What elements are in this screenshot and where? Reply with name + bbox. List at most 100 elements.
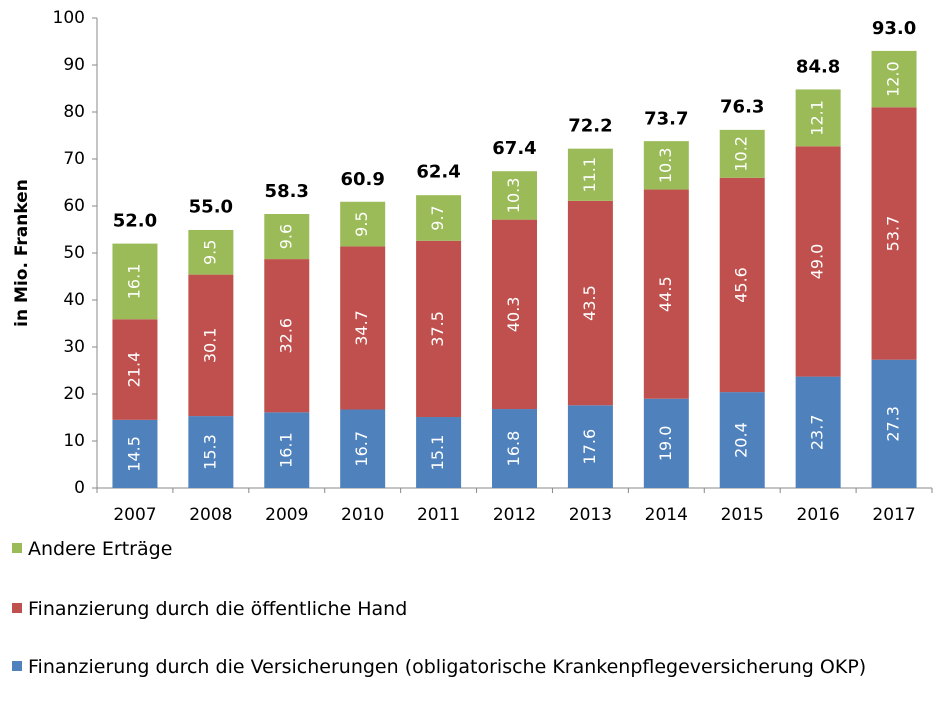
segment-label: 16.1 xyxy=(124,264,143,300)
total-label: 62.4 xyxy=(416,162,460,183)
bar-segment xyxy=(719,177,765,393)
legend-label: Finanzierung durch die öffentliche Hand xyxy=(28,598,408,620)
total-label: 58.3 xyxy=(265,181,309,202)
y-tick-label: 40 xyxy=(63,290,85,310)
legend-label: Andere Erträge xyxy=(28,538,173,560)
bar-segment xyxy=(188,229,234,275)
bar-segment xyxy=(643,141,689,190)
bar-segment xyxy=(795,146,841,377)
bar-segment xyxy=(567,200,613,406)
segment-label: 9.5 xyxy=(352,211,371,236)
y-tick-label: 20 xyxy=(63,384,85,404)
bar-segment xyxy=(719,392,765,488)
bar-segment xyxy=(112,319,158,420)
bar-segment xyxy=(643,189,689,399)
y-tick-label: 100 xyxy=(53,8,85,28)
bar-segment xyxy=(416,417,462,488)
legend-label: Finanzierung durch die Versicherungen (o… xyxy=(28,656,867,678)
legend-swatch xyxy=(12,661,22,671)
y-tick-label: 70 xyxy=(63,149,85,169)
bar-segment xyxy=(643,398,689,488)
segment-label: 12.1 xyxy=(808,100,827,136)
x-tick-label: 2009 xyxy=(265,505,308,525)
segment-label: 11.1 xyxy=(580,157,599,193)
bar-segment xyxy=(567,148,613,201)
total-label: 52.0 xyxy=(113,211,157,232)
chart: in Mio. Franken 0 10 20 30 40 50 60 70 80 90 100 20… xyxy=(12,8,933,525)
segment-label: 40.3 xyxy=(504,297,523,333)
segment-label: 20.4 xyxy=(732,422,751,458)
segment-label: 23.7 xyxy=(808,414,827,450)
segment-label: 16.7 xyxy=(352,431,371,467)
bar-segment xyxy=(871,50,917,108)
segment-label: 32.6 xyxy=(276,318,295,354)
bar-segment xyxy=(492,171,537,220)
x-tick-label: 2013 xyxy=(569,505,612,525)
bar-segment xyxy=(416,240,462,418)
bar-segment xyxy=(795,376,841,488)
segment-label: 21.4 xyxy=(124,352,143,388)
segment-label: 16.1 xyxy=(276,432,295,468)
total-label: 84.8 xyxy=(796,56,840,77)
legend-swatch xyxy=(12,543,22,553)
segment-label: 30.1 xyxy=(200,328,219,364)
bar-segment xyxy=(871,359,917,488)
legend-item: Finanzierung durch die Versicherungen (o… xyxy=(12,656,932,679)
bar-segment xyxy=(188,416,234,488)
x-tick-label: 2008 xyxy=(189,505,232,525)
bar-segment xyxy=(264,259,310,413)
segment-label: 15.1 xyxy=(428,435,447,471)
x-tick-label: 2015 xyxy=(721,505,764,525)
x-tick-label: 2016 xyxy=(797,505,840,525)
bar-segment xyxy=(492,409,537,488)
segment-label: 19.0 xyxy=(656,426,675,462)
bar-segment xyxy=(264,412,310,488)
bar-segment xyxy=(795,89,841,147)
segment-label: 9.6 xyxy=(276,224,295,249)
total-label: 67.4 xyxy=(492,138,536,159)
bar-segment xyxy=(492,219,537,410)
bar-segment xyxy=(871,107,917,360)
bar-segment xyxy=(416,195,462,241)
y-axis-label: in Mio. Franken xyxy=(12,179,32,327)
segment-label: 34.7 xyxy=(352,310,371,346)
y-tick-label: 80 xyxy=(63,102,85,122)
total-label: 60.9 xyxy=(340,169,384,190)
bar-segment xyxy=(719,129,765,178)
total-label: 73.7 xyxy=(644,109,688,130)
segment-label: 43.5 xyxy=(580,285,599,321)
segment-label: 44.5 xyxy=(656,276,675,312)
segment-label: 15.3 xyxy=(200,434,219,470)
total-label: 72.2 xyxy=(568,116,612,137)
legend-item: Finanzierung durch die öffentliche Hand xyxy=(12,598,932,621)
segment-label: 49.0 xyxy=(808,244,827,280)
total-label: 55.0 xyxy=(189,197,233,218)
segment-label: 17.6 xyxy=(580,429,599,465)
segment-label: 12.0 xyxy=(884,61,903,97)
x-tick-label: 2014 xyxy=(645,505,688,525)
segment-label: 27.3 xyxy=(884,406,903,442)
x-tick-label: 2010 xyxy=(341,505,384,525)
segment-label: 9.7 xyxy=(428,205,447,230)
total-label: 76.3 xyxy=(720,96,764,117)
bar-segment xyxy=(567,405,613,488)
legend-swatch xyxy=(12,603,22,613)
y-tick-label: 10 xyxy=(63,431,85,451)
bar-segment xyxy=(188,274,234,417)
segment-label: 37.5 xyxy=(428,311,447,347)
bar-segment xyxy=(112,243,158,320)
y-tick-label: 60 xyxy=(63,196,85,216)
y-tick-label: 90 xyxy=(63,55,85,75)
x-tick-label: 2017 xyxy=(872,505,915,525)
x-tick-label: 2007 xyxy=(113,505,156,525)
segment-label: 10.2 xyxy=(732,136,751,172)
segment-label: 53.7 xyxy=(884,216,903,252)
bar-segment xyxy=(340,409,386,488)
segment-label: 10.3 xyxy=(504,178,523,214)
total-label: 93.0 xyxy=(872,18,916,39)
segment-label: 45.6 xyxy=(732,267,751,303)
x-tick-label: 2012 xyxy=(493,505,536,525)
bar-segment xyxy=(264,213,310,260)
segment-label: 9.5 xyxy=(200,240,219,265)
